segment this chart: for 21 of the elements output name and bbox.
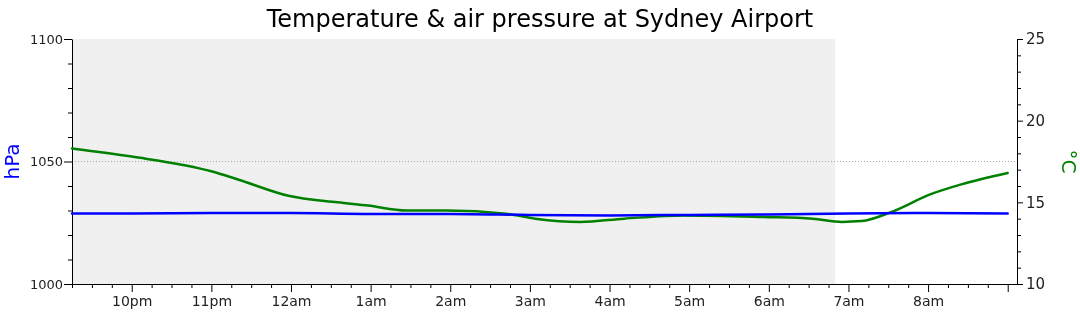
x-tick-label: 10pm [112, 292, 153, 309]
y-axis-title: hPa [0, 143, 24, 180]
y2-axis-title: °C [1057, 149, 1080, 174]
x-tick-label: 3am [514, 292, 546, 309]
x-tick-label: 8am [913, 292, 945, 309]
x-tick-label: 12am [271, 292, 312, 309]
x-tick-label: 11pm [191, 292, 233, 309]
x-tick-label: 5am [674, 292, 706, 309]
x-tick-label: 4am [594, 292, 626, 309]
y-tick-label: 1100 [29, 31, 63, 47]
x-tick-label: 7am [833, 292, 865, 309]
y-tick-label: 1000 [29, 276, 63, 292]
y2-tick-label: 15 [1026, 193, 1046, 212]
y-tick-label: 1050 [29, 154, 63, 170]
y2-tick-label: 25 [1026, 30, 1046, 49]
x-tick-label: 1am [355, 292, 387, 309]
x-tick-label: 6am [753, 292, 785, 309]
x-tick-label: 2am [435, 292, 467, 309]
y2-tick-label: 10 [1026, 275, 1046, 294]
chart-title: Temperature & air pressure at Sydney Airport [265, 5, 814, 33]
y2-tick-label: 20 [1026, 111, 1046, 130]
